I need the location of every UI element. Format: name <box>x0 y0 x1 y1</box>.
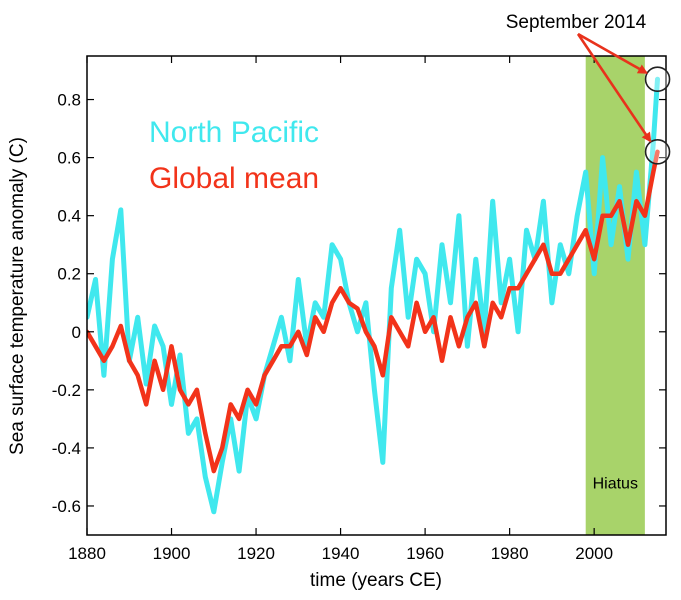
x-tick-label: 1900 <box>153 544 191 563</box>
hiatus-band <box>585 56 645 535</box>
y-tick-label: 0.4 <box>57 207 81 226</box>
legend-entry-north-pacific: North Pacific <box>149 116 319 149</box>
plot-frame <box>86 55 667 536</box>
y-tick-label: -0.6 <box>52 497 81 516</box>
legend: North Pacific Global mean <box>149 116 319 195</box>
callout-arrow <box>576 33 652 143</box>
callout-arrow <box>577 32 648 74</box>
x-tick-label: 1880 <box>68 544 106 563</box>
y-tick-label: -0.4 <box>52 439 81 458</box>
x-axis-title: time (years CE) <box>310 570 442 591</box>
ticks-layer: 1880 1900 1920 1940 1960 1980 2000 -0.6 -0.4 -0.2… <box>52 56 666 563</box>
hiatus-band-layer: Hiatus <box>585 56 645 535</box>
annotation-layer: September 2014 <box>506 12 671 165</box>
hiatus-label: Hiatus <box>593 476 638 493</box>
y-axis-title: Sea surface temperature anomaly (C) <box>7 137 28 455</box>
y-tick-label: 0 <box>72 323 81 342</box>
x-tick-label: 1920 <box>237 544 275 563</box>
y-tick-label: 0.6 <box>57 149 81 168</box>
series-line-global-mean <box>87 149 660 474</box>
x-tick-label: 1940 <box>322 544 360 563</box>
callout-circle <box>644 66 671 93</box>
callout-label: September 2014 <box>506 12 647 33</box>
y-tick-label: 0.2 <box>57 265 81 284</box>
series-layer <box>87 76 660 515</box>
x-tick-label: 1960 <box>406 544 444 563</box>
x-tick-label: 1980 <box>491 544 529 563</box>
callout-circle <box>644 139 671 165</box>
y-tick-label: -0.2 <box>52 381 81 400</box>
x-tick-label: 2000 <box>575 544 613 563</box>
legend-entry-global-mean: Global mean <box>149 162 319 195</box>
y-tick-label: 0.8 <box>57 91 81 110</box>
